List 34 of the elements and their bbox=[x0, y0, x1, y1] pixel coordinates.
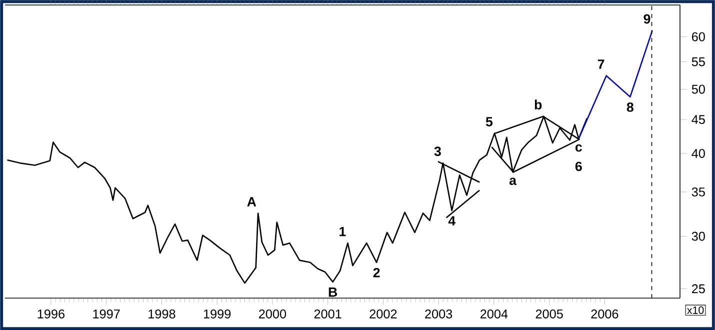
x-tick-label: 1996 bbox=[38, 309, 64, 318]
x-tick-label: 2006 bbox=[591, 309, 618, 318]
y-tick-label: 30 bbox=[692, 232, 705, 241]
annotation: 2 bbox=[373, 268, 380, 278]
annotation: 1 bbox=[340, 226, 346, 236]
y-tick-label: 40 bbox=[692, 148, 705, 158]
x-tick-label: 2000 bbox=[258, 309, 286, 318]
annotation: 4 bbox=[448, 216, 456, 226]
text: x10 bbox=[687, 306, 704, 314]
annotation: 3 bbox=[434, 146, 441, 156]
y-tick-label: 60 bbox=[692, 32, 705, 42]
x-tick-label: 2004 bbox=[480, 309, 508, 318]
y-tick-label: 25 bbox=[692, 284, 705, 294]
annotation: a bbox=[509, 178, 517, 185]
x-tick-label: 1998 bbox=[148, 309, 176, 318]
annotation: A bbox=[247, 197, 256, 206]
annotation: 9 bbox=[644, 14, 650, 24]
annotation: 8 bbox=[626, 102, 634, 112]
annotation: b bbox=[534, 100, 542, 110]
y-tick-label: 35 bbox=[692, 187, 705, 196]
x-tick-label: 2002 bbox=[370, 309, 397, 318]
y-tick-label: 45 bbox=[692, 115, 705, 124]
x-tick-label: 2003 bbox=[425, 309, 452, 318]
x-tick-label: 2005 bbox=[536, 309, 563, 318]
x-tick-label: 1997 bbox=[93, 309, 120, 318]
annotation: 7 bbox=[598, 60, 604, 69]
y-tick-label: 55 bbox=[692, 57, 705, 66]
y-tick-label: 50 bbox=[692, 84, 705, 94]
annotation: 6 bbox=[575, 162, 582, 172]
x-tick-label: 1999 bbox=[204, 309, 231, 318]
x-tick-label: 2001 bbox=[314, 309, 342, 318]
annotation: B bbox=[328, 287, 338, 297]
annotation: c bbox=[575, 144, 582, 152]
annotation: 5 bbox=[486, 117, 493, 126]
